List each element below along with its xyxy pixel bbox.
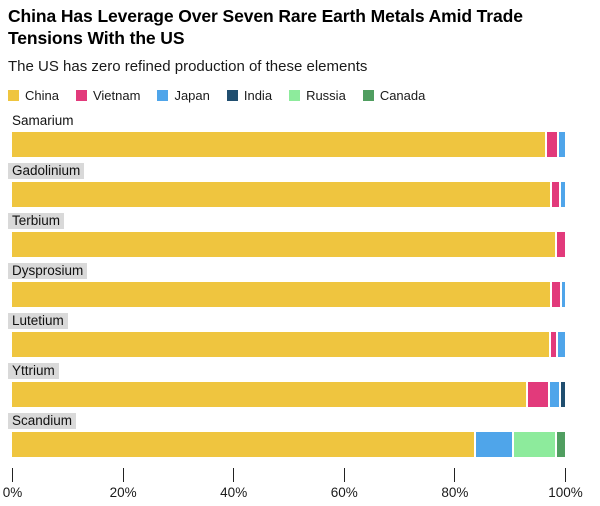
x-axis: 0% 20% 40% 60% 80% 100%: [3, 468, 583, 506]
legend-swatch-icon: [75, 90, 87, 102]
category-label: Lutetium: [8, 313, 68, 330]
bar-row: Yttrium: [8, 362, 592, 408]
legend-label: China: [25, 88, 59, 104]
bar-row: Scandium: [8, 412, 592, 458]
bar-segment-china: [12, 132, 545, 158]
legend-item-japan: Japan: [157, 88, 210, 104]
bar-segment-china: [12, 382, 527, 408]
chart-subtitle: The US has zero refined production of th…: [8, 58, 368, 76]
bar-segment-vietnam: [528, 382, 549, 408]
bar-segment-china: [12, 182, 551, 208]
axis-tick: 0%: [3, 468, 22, 500]
axis-tick-label: 100%: [548, 485, 583, 501]
category-label: Terbium: [8, 213, 65, 230]
category-label: Samarium: [12, 113, 74, 129]
legend-item-china: China: [8, 88, 59, 103]
legend: China Vietnam Japan India Russia Canada: [8, 88, 592, 103]
bar-segment-japan: [558, 332, 565, 358]
bar-segment-japan: [550, 382, 559, 408]
bar-segment-vietnam: [546, 132, 557, 158]
bar-rows: Samarium Gadolinium Terbium Dysprosium Lutet…: [8, 112, 592, 458]
legend-item-vietnam: Vietnam: [75, 88, 141, 104]
bar-segment-canada: [556, 432, 565, 458]
bar-segment-india: [560, 382, 565, 408]
category-label: Dysprosium: [8, 263, 88, 280]
axis-tick: 60%: [331, 468, 358, 500]
axis-tick-mark: [565, 468, 566, 483]
axis-tick-label: 20%: [109, 485, 137, 501]
chart-area: Samarium Gadolinium Terbium Dysprosium Lutet…: [3, 112, 592, 506]
bar-segment-japan: [476, 432, 512, 458]
bar-segment-china: [12, 432, 475, 458]
legend-label: Vietnam: [92, 88, 141, 104]
bar-segment-japan: [561, 282, 565, 308]
legend-item-russia: Russia: [289, 88, 346, 103]
stacked-bar: [12, 232, 565, 258]
stacked-bar: [12, 382, 565, 408]
legend-swatch-icon: [157, 90, 169, 102]
axis-tick: 100%: [548, 468, 583, 500]
legend-label: Japan: [174, 88, 210, 104]
axis-tick-mark: [12, 468, 13, 483]
axis-tick-mark: [122, 468, 124, 483]
bar-segment-vietnam: [552, 182, 559, 208]
bar-segment-vietnam: [557, 232, 565, 258]
stacked-bar: [12, 282, 565, 308]
bar-segment-japan: [560, 182, 565, 208]
bar-segment-china: [12, 282, 551, 308]
legend-label: Canada: [379, 88, 426, 104]
bar-row: Dysprosium: [8, 262, 592, 308]
bar-segment-vietnam: [550, 332, 557, 358]
stacked-bar: [12, 332, 565, 358]
axis-tick-mark: [343, 468, 345, 483]
axis-tick-label: 80%: [441, 485, 469, 501]
bar-row: Samarium: [12, 112, 592, 158]
category-label: Yttrium: [8, 363, 59, 380]
legend-label: India: [243, 88, 273, 104]
legend-swatch-icon: [226, 90, 238, 102]
axis-tick-label: 60%: [330, 485, 358, 501]
axis-tick-mark: [454, 468, 456, 483]
bar-segment-china: [12, 232, 556, 258]
legend-swatch-icon: [8, 90, 19, 102]
bar-segment-japan: [558, 132, 565, 158]
axis-tick-label: 0%: [2, 485, 23, 501]
bar-row: Lutetium: [8, 312, 592, 358]
bar-segment-russia: [513, 432, 555, 458]
legend-swatch-icon: [362, 90, 374, 102]
stacked-bar: [12, 182, 565, 208]
axis-tick: 80%: [441, 468, 468, 500]
bar-row: Terbium: [8, 212, 592, 258]
chart-title: China Has Leverage Over Seven Rare Earth…: [8, 6, 523, 48]
legend-label: Russia: [306, 88, 346, 104]
bar-row: Gadolinium: [8, 162, 592, 208]
bar-segment-china: [12, 332, 549, 358]
legend-item-canada: Canada: [362, 88, 426, 104]
bar-segment-vietnam: [552, 282, 560, 308]
axis-tick: 20%: [110, 468, 137, 500]
stacked-bar: [12, 132, 565, 158]
axis-tick: 40%: [220, 468, 247, 500]
stacked-bar: [12, 432, 565, 458]
category-label: Gadolinium: [8, 163, 85, 180]
legend-item-india: India: [226, 88, 273, 104]
axis-tick-mark: [233, 468, 235, 483]
legend-swatch-icon: [289, 90, 301, 102]
category-label: Scandium: [8, 413, 77, 430]
axis-tick-label: 40%: [220, 485, 248, 501]
